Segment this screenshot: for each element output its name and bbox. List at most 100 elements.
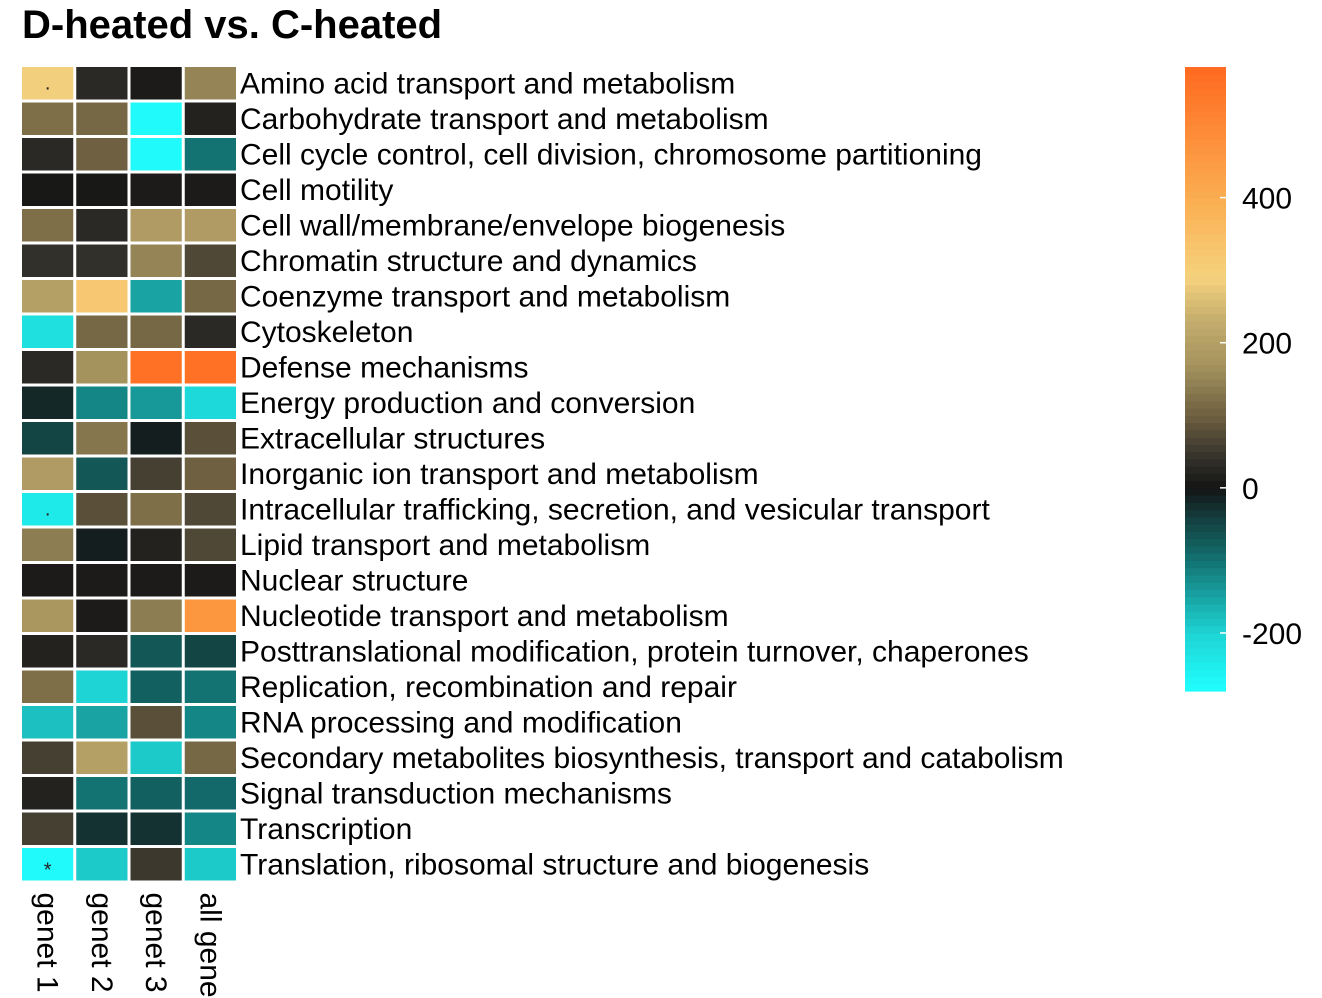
heatmap-cell	[76, 67, 128, 100]
heatmap-cell	[184, 741, 236, 774]
heatmap-cell	[130, 67, 182, 100]
row-label-amino-acid-transport-and-metabolism: Amino acid transport and metabolism	[240, 67, 735, 100]
colorbar-band	[1185, 647, 1226, 656]
colorbar-band	[1185, 589, 1226, 598]
colorbar-band	[1185, 371, 1226, 380]
colorbar-band	[1185, 226, 1226, 235]
colorbar-band	[1185, 67, 1226, 75]
colorbar-band	[1185, 219, 1226, 228]
heatmap-cell	[184, 280, 236, 313]
colorbar-band	[1185, 429, 1226, 438]
heatmap-cell	[22, 386, 74, 419]
row-label-inorganic-ion-transport-and-metabolism: Inorganic ion transport and metabolism	[240, 458, 759, 491]
row-label-energy-production-and-conversion: Energy production and conversion	[240, 387, 695, 420]
colorbar-band	[1185, 233, 1226, 242]
chart-title: D-heated vs. C-heated	[22, 3, 442, 47]
colorbar-band	[1185, 313, 1226, 322]
heatmap-cell	[130, 173, 182, 206]
colorbar-band	[1185, 320, 1226, 329]
colorbar-band	[1185, 422, 1226, 431]
heatmap-cell	[130, 599, 182, 632]
row-label-transcription: Transcription	[240, 813, 412, 846]
heatmap-cell	[76, 102, 128, 135]
heatmap-cell	[76, 173, 128, 206]
colorbar-band	[1185, 661, 1226, 670]
heatmap-cell	[76, 493, 128, 526]
heatmap-cell	[130, 812, 182, 845]
heatmap-cell	[76, 564, 128, 597]
colorbar-band	[1185, 183, 1226, 191]
heatmap-cell	[76, 209, 128, 242]
heatmap-cell	[130, 457, 182, 490]
row-label-carbohydrate-transport-and-metabolism: Carbohydrate transport and metabolism	[240, 103, 769, 136]
heatmap-cell	[184, 528, 236, 561]
colorbar-band	[1185, 393, 1226, 402]
heatmap-cell	[22, 102, 74, 135]
colorbar-band	[1185, 110, 1226, 119]
heatmap-cell	[76, 670, 128, 703]
heatmap-cell	[130, 422, 182, 455]
row-label-cell-wall-membrane-envelope-biogenesis: Cell wall/membrane/envelope biogenesis	[240, 209, 785, 242]
heatmap-cell	[184, 848, 236, 881]
heatmap-cell	[76, 528, 128, 561]
colorbar-band	[1185, 81, 1226, 90]
heatmap-cell	[130, 635, 182, 668]
row-labels: Amino acid transport and metabolismCarbo…	[240, 67, 1064, 881]
heatmap-cell	[76, 848, 128, 881]
heatmap-cell	[184, 351, 236, 384]
colorbar-band	[1185, 466, 1226, 474]
heatmap-cell	[76, 244, 128, 277]
heatmap-cell	[130, 528, 182, 561]
row-label-defense-mechanisms: Defense mechanisms	[240, 351, 528, 384]
colorbar-band	[1185, 175, 1226, 184]
colorbar-band	[1185, 117, 1226, 126]
colorbar-band	[1185, 248, 1226, 257]
column-label-genet-2: genet 2	[85, 893, 118, 993]
colorbar-band	[1185, 103, 1226, 112]
heatmap-cell	[184, 138, 236, 171]
heatmap-cell	[22, 848, 74, 881]
colorbar-band	[1185, 335, 1226, 344]
row-label-extracellular-structures: Extracellular structures	[240, 422, 545, 455]
heatmap-cell	[76, 812, 128, 845]
heatmap-cell	[130, 138, 182, 171]
colorbar-band	[1185, 618, 1226, 627]
colorbar-band	[1185, 277, 1226, 286]
colorbar-band	[1185, 400, 1226, 409]
heatmap-cell	[184, 599, 236, 632]
column-labels: genet 1 genet 2 genet 3 all genets	[31, 893, 227, 998]
heatmap-cell	[184, 67, 236, 100]
heatmap-cell	[130, 351, 182, 384]
heatmap-cell	[76, 741, 128, 774]
row-label-nuclear-structure: Nuclear structure	[240, 564, 468, 597]
heatmap-cell	[22, 422, 74, 455]
row-label-secondary-metabolites-biosynthesis-transport-and-catabolism: Secondary metabolites biosynthesis, tran…	[240, 742, 1064, 775]
heatmap-cell	[130, 493, 182, 526]
colorbar-band	[1185, 96, 1226, 104]
colorbar-band	[1185, 74, 1226, 83]
heatmap-cell	[76, 386, 128, 419]
colorbar-band	[1185, 683, 1226, 692]
colorbar-band	[1185, 154, 1226, 162]
significance-mark: *	[44, 859, 52, 881]
heatmap-cell	[22, 244, 74, 277]
heatmap-cell	[184, 706, 236, 739]
colorbar-band	[1185, 386, 1226, 395]
colorbar-band	[1185, 349, 1226, 358]
colorbar-band	[1185, 284, 1226, 293]
row-label-cytoskeleton: Cytoskeleton	[240, 316, 413, 349]
colorbar-band	[1185, 640, 1226, 649]
heatmap-cell	[22, 635, 74, 668]
colorbar-band	[1185, 255, 1226, 264]
heatmap-cell	[22, 457, 74, 490]
colorbar-band	[1185, 509, 1226, 518]
colorbar-tick-label: -200	[1242, 618, 1302, 651]
heatmap-cell	[76, 706, 128, 739]
colorbar-band	[1185, 560, 1226, 569]
colorbar-band	[1185, 168, 1226, 177]
row-label-chromatin-structure-and-dynamics: Chromatin structure and dynamics	[240, 245, 697, 278]
heatmap-cell	[22, 493, 74, 526]
colorbar-band	[1185, 132, 1226, 141]
row-label-rna-processing-and-modification: RNA processing and modification	[240, 706, 682, 739]
